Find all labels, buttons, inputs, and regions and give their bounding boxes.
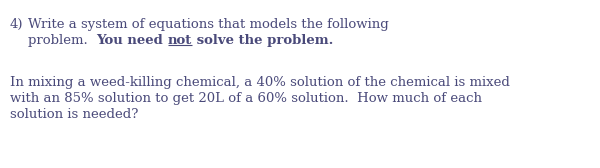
- Text: 4): 4): [10, 18, 23, 31]
- Text: In mixing a weed-killing chemical, a 40% solution of the chemical is mixed: In mixing a weed-killing chemical, a 40%…: [10, 76, 510, 89]
- Text: not: not: [167, 34, 192, 47]
- Text: solve the problem.: solve the problem.: [192, 34, 333, 47]
- Text: with an 85% solution to get 20L of a 60% solution.  How much of each: with an 85% solution to get 20L of a 60%…: [10, 92, 482, 105]
- Text: problem.: problem.: [28, 34, 96, 47]
- Text: Write a system of equations that models the following: Write a system of equations that models …: [28, 18, 389, 31]
- Text: You need: You need: [96, 34, 167, 47]
- Text: solution is needed?: solution is needed?: [10, 108, 139, 121]
